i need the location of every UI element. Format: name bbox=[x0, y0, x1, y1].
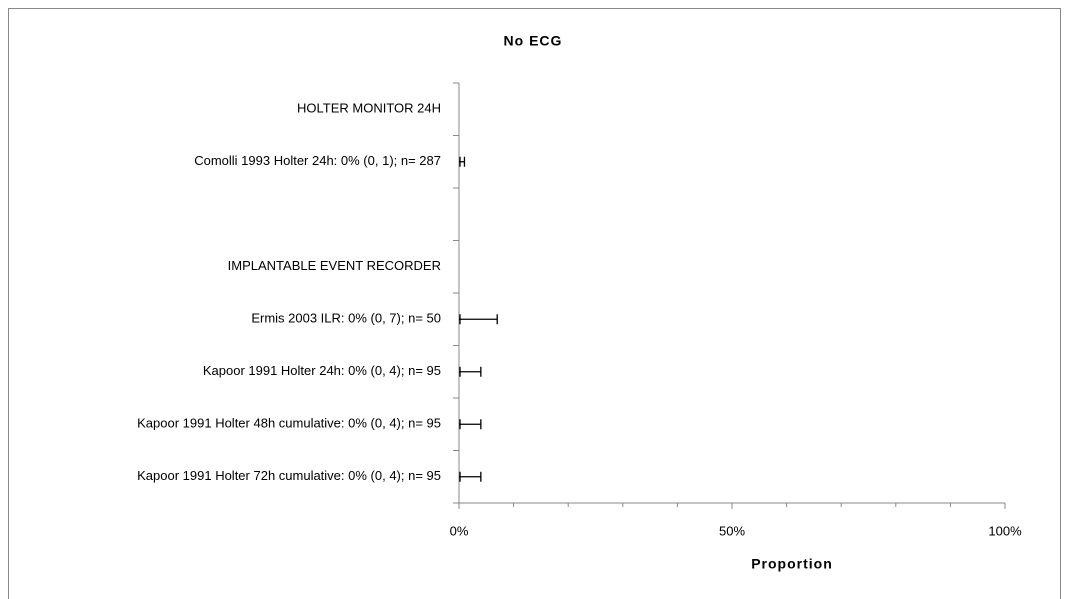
row-label: Kapoor 1991 Holter 24h: 0% (0, 4); n= 95 bbox=[203, 363, 441, 378]
row-label: Comolli 1993 Holter 24h: 0% (0, 1); n= 2… bbox=[194, 153, 441, 168]
point-estimate bbox=[459, 318, 461, 321]
x-tick-label: 0% bbox=[450, 523, 469, 538]
row-label: HOLTER MONITOR 24H bbox=[297, 101, 441, 116]
row-label: IMPLANTABLE EVENT RECORDER bbox=[228, 258, 441, 273]
row-label: Kapoor 1991 Holter 72h cumulative: 0% (0… bbox=[137, 468, 441, 483]
point-estimate bbox=[459, 423, 461, 426]
point-estimate bbox=[459, 475, 461, 478]
chart-border bbox=[8, 8, 1061, 599]
chart-title: No ECG bbox=[504, 33, 563, 49]
row-label: Ermis 2003 ILR: 0% (0, 7); n= 50 bbox=[251, 311, 441, 326]
x-tick-label: 50% bbox=[719, 523, 745, 538]
point-estimate bbox=[459, 160, 461, 163]
point-estimate bbox=[459, 370, 461, 373]
x-axis-title: Proportion bbox=[751, 556, 833, 572]
x-tick-label: 100% bbox=[988, 523, 1022, 538]
row-label: Kapoor 1991 Holter 48h cumulative: 0% (0… bbox=[137, 416, 441, 431]
